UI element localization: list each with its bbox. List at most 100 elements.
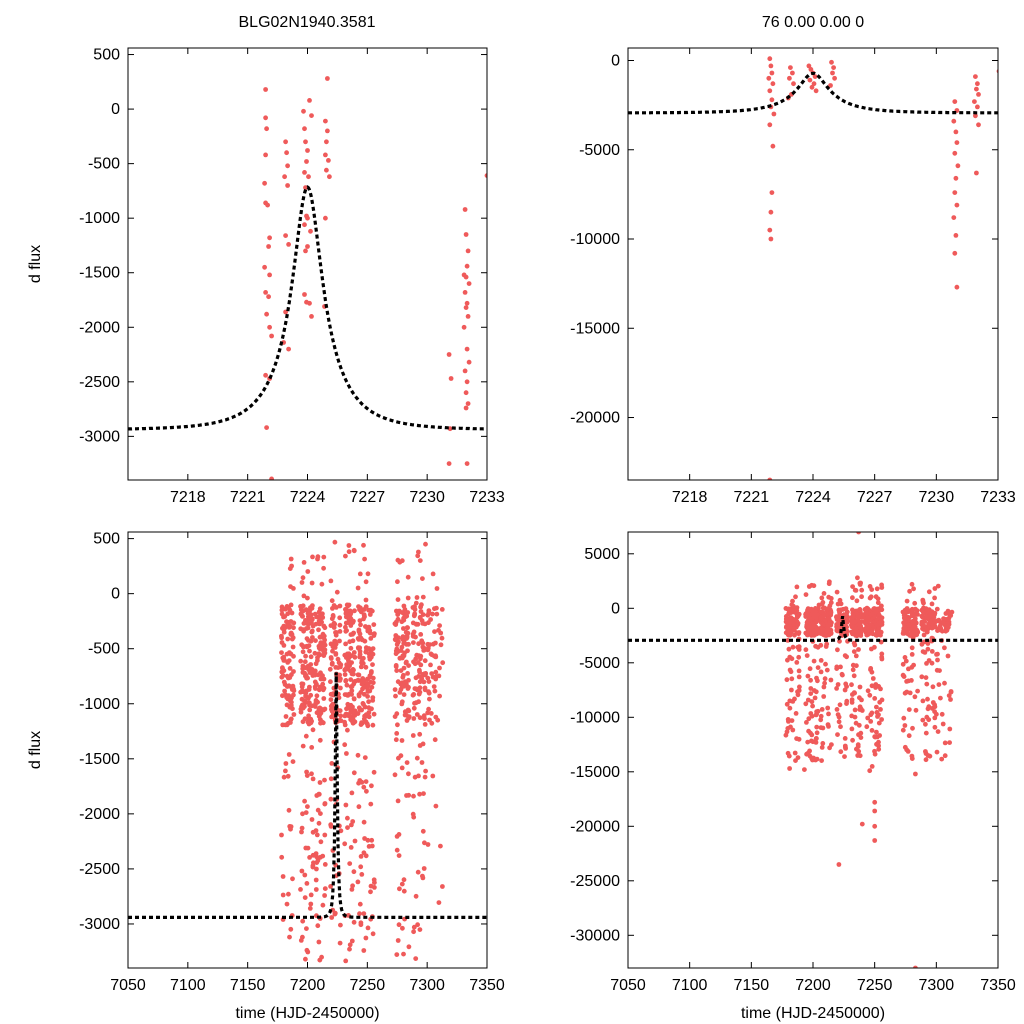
x-tick-label: 7300 [409, 977, 445, 994]
data-point [394, 668, 400, 673]
data-point [787, 75, 792, 81]
data-point [357, 605, 363, 611]
data-point [818, 631, 824, 636]
data-point [766, 75, 772, 81]
data-point [462, 290, 468, 295]
data-point [820, 741, 826, 746]
data-point [306, 621, 312, 627]
data-point [400, 636, 405, 642]
data-point [300, 743, 306, 749]
y-tick-label: -5000 [579, 142, 620, 159]
data-point [438, 843, 443, 849]
data-point [331, 642, 337, 648]
data-point [852, 619, 858, 625]
data-point [318, 676, 324, 682]
y-tick-label: -1000 [79, 210, 120, 227]
data-point [954, 284, 960, 290]
x-tick-label: 7250 [350, 977, 386, 994]
data-point [869, 728, 875, 733]
data-point [814, 730, 820, 736]
x-tick-label: 7230 [919, 489, 955, 506]
y-tick-label: -25000 [570, 873, 620, 890]
data-point [464, 346, 470, 352]
data-point [317, 957, 323, 963]
data-point [939, 628, 945, 634]
data-point [348, 645, 354, 651]
data-point [313, 877, 319, 883]
data-point [415, 621, 421, 627]
data-point [282, 174, 287, 180]
data-point [877, 733, 882, 738]
data-point [337, 708, 343, 714]
data-point [303, 700, 309, 705]
data-point [421, 866, 427, 871]
data-point [864, 724, 870, 730]
data-point [350, 883, 355, 889]
data-point [815, 678, 820, 684]
data-point [814, 724, 820, 730]
data-point [420, 828, 426, 834]
data-point [346, 543, 352, 548]
data-point [351, 696, 357, 701]
data-point [344, 609, 349, 615]
data-point [417, 927, 423, 932]
data-point [344, 682, 350, 688]
data-point [357, 911, 362, 917]
data-point [787, 607, 793, 613]
data-point [305, 215, 310, 221]
x-tick-label: 7250 [857, 977, 893, 994]
data-point [286, 891, 291, 897]
data-point [796, 674, 802, 680]
data-point [284, 901, 290, 907]
data-point [952, 190, 958, 196]
data-point [796, 647, 802, 652]
data-point [317, 780, 323, 785]
data-point [906, 733, 912, 739]
panel-top-left: 7218 7221 7224 7227 7230 7233 500 0 -500 -1000 -15… [27, 47, 505, 506]
data-point [287, 934, 292, 940]
data-point [362, 556, 367, 562]
data-point [819, 609, 824, 615]
data-point [952, 250, 958, 256]
data-point [925, 696, 930, 702]
data-point [337, 940, 343, 946]
data-point [307, 670, 313, 675]
data-point [417, 615, 423, 621]
data-point [840, 672, 845, 678]
data-point [361, 819, 367, 825]
data-point [364, 788, 369, 794]
data-point [870, 676, 876, 681]
data-point [315, 923, 321, 929]
data-point [342, 719, 347, 725]
data-point [361, 948, 367, 953]
data-point [815, 708, 821, 714]
data-point [844, 698, 850, 704]
data-point [356, 804, 362, 810]
data-point [306, 716, 311, 721]
data-point [414, 712, 420, 717]
data-point [768, 209, 774, 215]
data-point [819, 745, 825, 750]
x-tick-label: 7230 [409, 489, 445, 506]
data-point [411, 705, 417, 711]
data-point [351, 650, 357, 655]
y-tick-label: 500 [93, 531, 120, 548]
data-point [797, 684, 802, 690]
data-point [835, 647, 840, 653]
data-point [784, 701, 790, 707]
data-point [394, 847, 400, 853]
data-point [312, 668, 318, 674]
data-point [768, 236, 774, 242]
data-point [823, 633, 829, 638]
data-point [921, 600, 926, 606]
data-point [437, 623, 442, 628]
data-point [435, 717, 441, 723]
data-point [299, 825, 305, 831]
data-point [398, 668, 404, 673]
data-point [821, 694, 827, 699]
data-point [832, 75, 837, 81]
data-point [827, 745, 832, 751]
data-point [856, 629, 862, 635]
data-point [304, 644, 310, 650]
data-point [359, 872, 365, 877]
